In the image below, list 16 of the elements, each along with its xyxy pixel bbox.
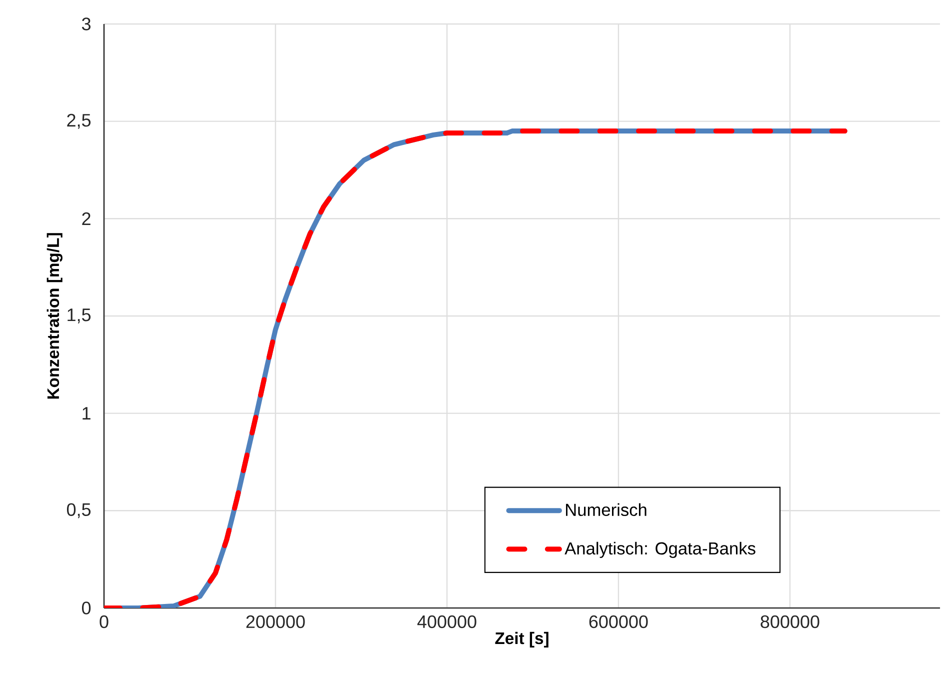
y-axis-title: Konzentration [mg/L] <box>46 233 62 399</box>
y-tick-label: 0 <box>82 602 91 614</box>
legend-label: Numerisch <box>566 503 646 516</box>
y-tick-label: 0,5 <box>66 503 91 518</box>
y-tick-label: 1,5 <box>68 308 91 324</box>
x-tick-label: 200000 <box>246 615 305 628</box>
y-tick-label: 1 <box>82 407 90 420</box>
y-tick-label: 2,5 <box>67 114 91 129</box>
y-tick-label: 2 <box>82 212 90 225</box>
x-tick-label: 0 <box>100 615 108 628</box>
legend-label: Analytisch: Ogata-Banks <box>564 542 756 558</box>
x-tick-label: 600000 <box>589 615 648 628</box>
x-axis-title: Zeit [s] <box>495 632 548 648</box>
y-tick-label: 3 <box>82 18 91 30</box>
x-tick-label: 400000 <box>417 615 476 628</box>
x-tick-label: 800000 <box>760 615 820 628</box>
